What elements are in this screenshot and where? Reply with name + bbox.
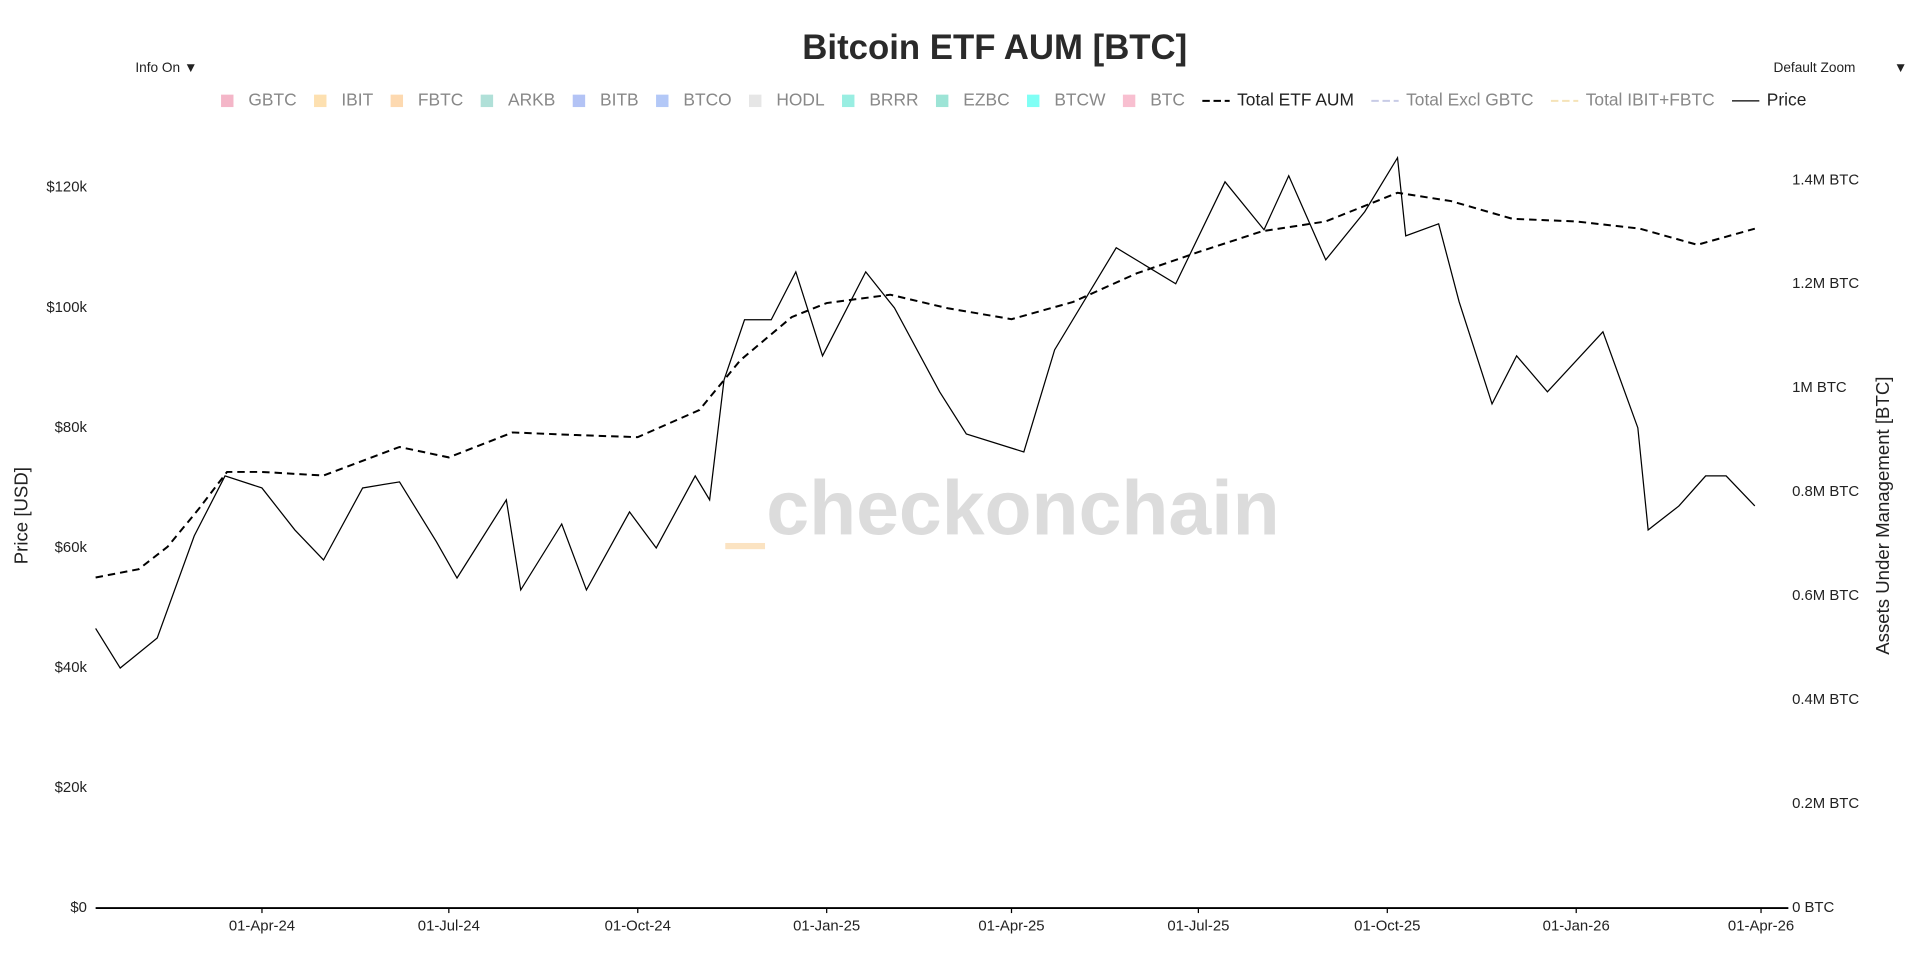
- watermark-underscore: [725, 542, 766, 550]
- x-tick-label: 01-Jul-24: [418, 919, 480, 935]
- legend-label[interactable]: Price: [1767, 89, 1807, 109]
- legend-swatch[interactable]: [480, 94, 494, 108]
- legend-label[interactable]: HODL: [776, 89, 825, 109]
- y-tick-label: $40k: [55, 660, 88, 676]
- watermark: checkonchain: [766, 466, 1279, 552]
- y2-tick-label: 1.2M BTC: [1792, 276, 1859, 292]
- legend-label[interactable]: Total Excl GBTC: [1406, 89, 1533, 109]
- x-tick-label: 01-Apr-26: [1728, 919, 1794, 935]
- line-solid: [95, 155, 1756, 669]
- line-dashed: [95, 191, 1756, 579]
- legend-label[interactable]: GBTC: [248, 89, 296, 109]
- y2-axis-title: Assets Under Management [BTC]: [1872, 377, 1893, 655]
- y2-tick-label: 0 BTC: [1792, 900, 1834, 916]
- y2-tick-label: 1M BTC: [1792, 380, 1847, 396]
- y-tick-label: $20k: [55, 780, 88, 796]
- chart-title: Bitcoin ETF AUM [BTC]: [802, 29, 1187, 67]
- y-tick-label: $80k: [55, 420, 88, 436]
- y2-tick-label: 0.8M BTC: [1792, 484, 1859, 500]
- x-tick-label: 01-Jan-26: [1543, 919, 1610, 935]
- x-tick-label: 01-Jul-25: [1167, 919, 1229, 935]
- y-tick-label: $120k: [46, 180, 87, 196]
- y-axis-title: Price [USD]: [10, 467, 31, 564]
- y-tick-label: $60k: [55, 540, 88, 556]
- x-tick-label: 01-Apr-25: [978, 919, 1044, 935]
- legend-label[interactable]: EZBC: [963, 89, 1009, 109]
- y2-tick-label: 0.2M BTC: [1792, 796, 1859, 812]
- legend-swatch[interactable]: [1122, 94, 1136, 108]
- zoom-arrow[interactable]: ▼: [1894, 60, 1908, 75]
- legend-label[interactable]: Total IBIT+FBTC: [1586, 89, 1715, 109]
- legend-swatch[interactable]: [390, 94, 404, 108]
- y2-tick-label: 1.4M BTC: [1792, 172, 1859, 188]
- legend-swatch[interactable]: [656, 94, 669, 108]
- legend-swatch[interactable]: [749, 94, 762, 108]
- legend-label[interactable]: BTC: [1150, 89, 1185, 109]
- legend-label[interactable]: BITB: [600, 89, 639, 109]
- info-toggle[interactable]: Info On ▼: [135, 60, 197, 75]
- legend-label[interactable]: IBIT: [341, 89, 373, 109]
- legend-swatch[interactable]: [842, 94, 855, 108]
- x-tick-label: 01-Apr-24: [229, 919, 295, 935]
- x-tick-label: 01-Jan-25: [793, 919, 860, 935]
- legend-label[interactable]: FBTC: [418, 89, 463, 109]
- legend-swatch[interactable]: [935, 94, 949, 108]
- legend-swatch[interactable]: [314, 94, 327, 108]
- legend-swatch[interactable]: [572, 94, 586, 108]
- y-tick-label: $100k: [46, 300, 87, 316]
- legend-label[interactable]: ARKB: [508, 89, 555, 109]
- x-tick-label: 01-Oct-25: [1354, 919, 1420, 935]
- legend-label[interactable]: Total ETF AUM: [1237, 89, 1354, 109]
- legend-label[interactable]: BRRR: [869, 89, 918, 109]
- legend-swatch[interactable]: [221, 94, 234, 108]
- y-tick-label: $0: [70, 900, 87, 916]
- y2-tick-label: 0.6M BTC: [1792, 588, 1859, 604]
- x-tick-label: 01-Oct-24: [605, 919, 671, 935]
- y2-tick-label: 0.4M BTC: [1792, 692, 1859, 708]
- legend-label[interactable]: BTCO: [683, 89, 731, 109]
- legend-swatch[interactable]: [1027, 94, 1040, 108]
- legend-label[interactable]: BTCW: [1054, 89, 1106, 109]
- zoom-menu[interactable]: Default Zoom: [1773, 60, 1855, 75]
